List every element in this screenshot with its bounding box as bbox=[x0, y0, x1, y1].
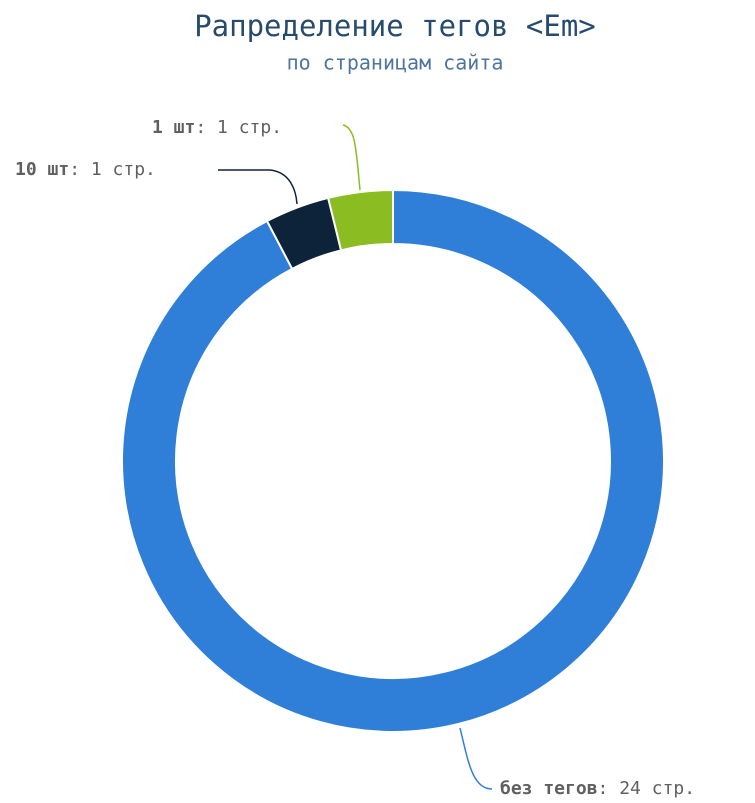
label-value: : 1 стр. bbox=[69, 159, 156, 180]
label-connector bbox=[459, 727, 493, 790]
chart-title: Рапределение тегов <Em> bbox=[194, 9, 596, 43]
label-connector bbox=[218, 169, 298, 205]
data-label: без тегов: 24 стр. bbox=[500, 778, 695, 799]
label-value: : 24 стр. bbox=[598, 778, 696, 799]
data-label: 10 шт: 1 стр. bbox=[15, 159, 156, 180]
label-connector bbox=[342, 124, 361, 191]
label-value: : 1 стр. bbox=[195, 117, 282, 138]
data-label: 1 шт: 1 стр. bbox=[152, 117, 282, 138]
chart-subtitle: по страницам сайта bbox=[287, 51, 504, 75]
donut-slice bbox=[326, 188, 394, 252]
label-name: без тегов bbox=[500, 778, 598, 799]
donut-slice bbox=[121, 188, 665, 733]
label-name: 10 шт bbox=[15, 159, 69, 180]
label-name: 1 шт bbox=[152, 117, 195, 138]
